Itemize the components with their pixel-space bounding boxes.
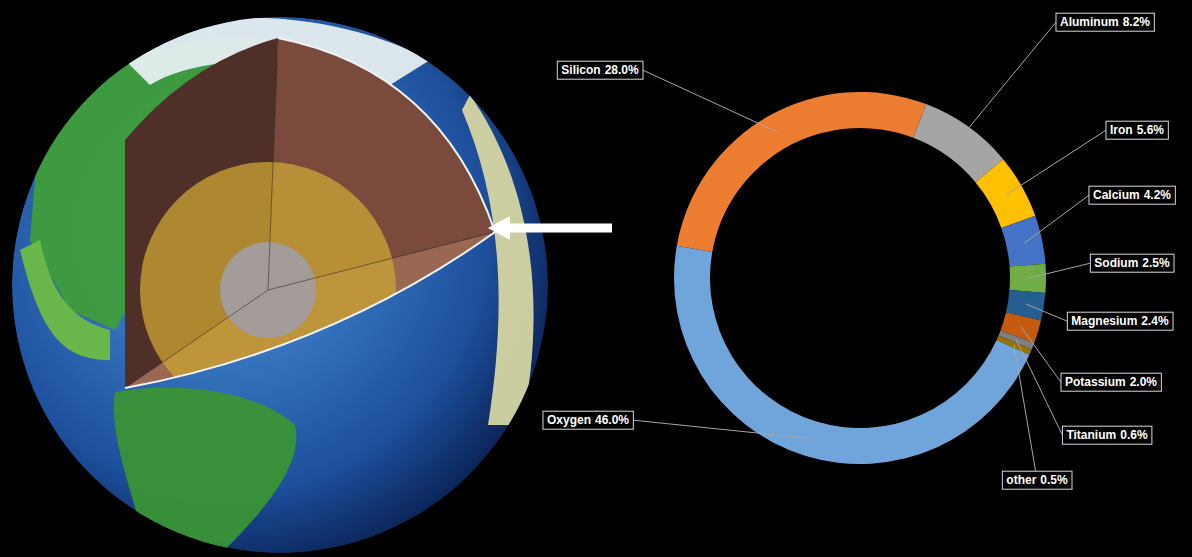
- label-value: 2.5%: [1142, 256, 1170, 270]
- label-category: Sodium: [1094, 256, 1138, 270]
- label-box: [1061, 373, 1161, 391]
- canvas: Silicon 28.0% Aluminum 8.2% Iron 5.6% Calcium 4…: [0, 0, 1192, 557]
- slice: [1001, 216, 1045, 267]
- slice: [674, 246, 1029, 464]
- leader-line: [633, 420, 810, 438]
- slice: [975, 159, 1035, 228]
- leader-line: [1024, 195, 1089, 243]
- south-america: [114, 387, 296, 557]
- leader-line: [1021, 327, 1061, 383]
- label-box: [1106, 121, 1168, 139]
- label-value: 28.0%: [605, 63, 639, 77]
- label-text: Magnesium 2.4%: [1071, 314, 1169, 328]
- label-text: Calcium 4.2%: [1093, 188, 1171, 202]
- label-value: 0.5%: [1040, 473, 1068, 487]
- label-category: Calcium: [1093, 188, 1140, 202]
- inner-layers: [125, 38, 495, 418]
- central-america: [20, 240, 110, 360]
- label-text: other 0.5%: [1006, 473, 1068, 487]
- label-text: Silicon 28.0%: [561, 63, 639, 77]
- labels: Silicon 28.0% Aluminum 8.2% Iron 5.6% Calcium 4…: [543, 13, 1175, 489]
- leader-line: [1014, 345, 1037, 480]
- data-label: Oxygen 46.0%: [543, 411, 633, 429]
- data-label: other 0.5%: [1002, 471, 1072, 489]
- label-value: 2.4%: [1141, 314, 1169, 328]
- africa-europe: [462, 95, 534, 425]
- leader-line: [958, 22, 1056, 141]
- cut-rim: [125, 38, 495, 388]
- data-label: Potassium 2.0%: [1061, 373, 1161, 391]
- label-category: Titanium: [1066, 428, 1116, 442]
- label-box: [1002, 471, 1072, 489]
- label-box: [543, 411, 633, 429]
- label-text: Iron 5.6%: [1110, 123, 1164, 137]
- slice: [1010, 264, 1046, 293]
- leader-line: [1016, 340, 1062, 436]
- arrow-head: [488, 216, 510, 240]
- label-box: [1089, 186, 1175, 204]
- leader-line: [1006, 130, 1106, 195]
- leader-line: [1026, 304, 1067, 321]
- label-box: [1062, 426, 1151, 444]
- data-label: Aluminum 8.2%: [1056, 13, 1154, 31]
- label-text: Aluminum 8.2%: [1060, 15, 1150, 29]
- cutaway: [125, 38, 495, 418]
- label-category: Magnesium: [1071, 314, 1137, 328]
- label-value: 0.6%: [1120, 428, 1148, 442]
- label-category: Silicon: [561, 63, 600, 77]
- cut-edges: [125, 38, 495, 388]
- slice: [677, 92, 926, 252]
- label-category: Aluminum: [1060, 15, 1119, 29]
- label-value: 2.0%: [1130, 375, 1158, 389]
- label-value: 8.2%: [1123, 15, 1151, 29]
- label-box: [1090, 254, 1174, 272]
- leader-line: [1028, 263, 1090, 278]
- leader-lines: [633, 22, 1106, 480]
- label-value: 5.6%: [1137, 123, 1165, 137]
- label-category: other: [1006, 473, 1036, 487]
- doughnut: [674, 92, 1046, 464]
- label-text: Sodium 2.5%: [1094, 256, 1170, 270]
- label-category: Potassium: [1065, 375, 1126, 389]
- label-text: Titanium 0.6%: [1066, 428, 1147, 442]
- data-label: Sodium 2.5%: [1090, 254, 1174, 272]
- data-label: Calcium 4.2%: [1089, 186, 1175, 204]
- label-text: Potassium 2.0%: [1065, 375, 1157, 389]
- label-category: Oxygen: [547, 413, 591, 427]
- leader-line: [643, 70, 777, 132]
- arrow-shaft: [505, 224, 612, 233]
- data-label: Iron 5.6%: [1106, 121, 1168, 139]
- data-label: Titanium 0.6%: [1062, 426, 1151, 444]
- label-box: [1056, 13, 1154, 31]
- label-text: Oxygen 46.0%: [547, 413, 629, 427]
- label-value: 46.0%: [595, 413, 629, 427]
- label-value: 4.2%: [1144, 188, 1172, 202]
- globe: [12, 17, 548, 557]
- data-label: Silicon 28.0%: [557, 61, 643, 79]
- label-category: Iron: [1110, 123, 1133, 137]
- label-box: [557, 61, 643, 79]
- data-label: Magnesium 2.4%: [1067, 312, 1173, 330]
- label-box: [1067, 312, 1173, 330]
